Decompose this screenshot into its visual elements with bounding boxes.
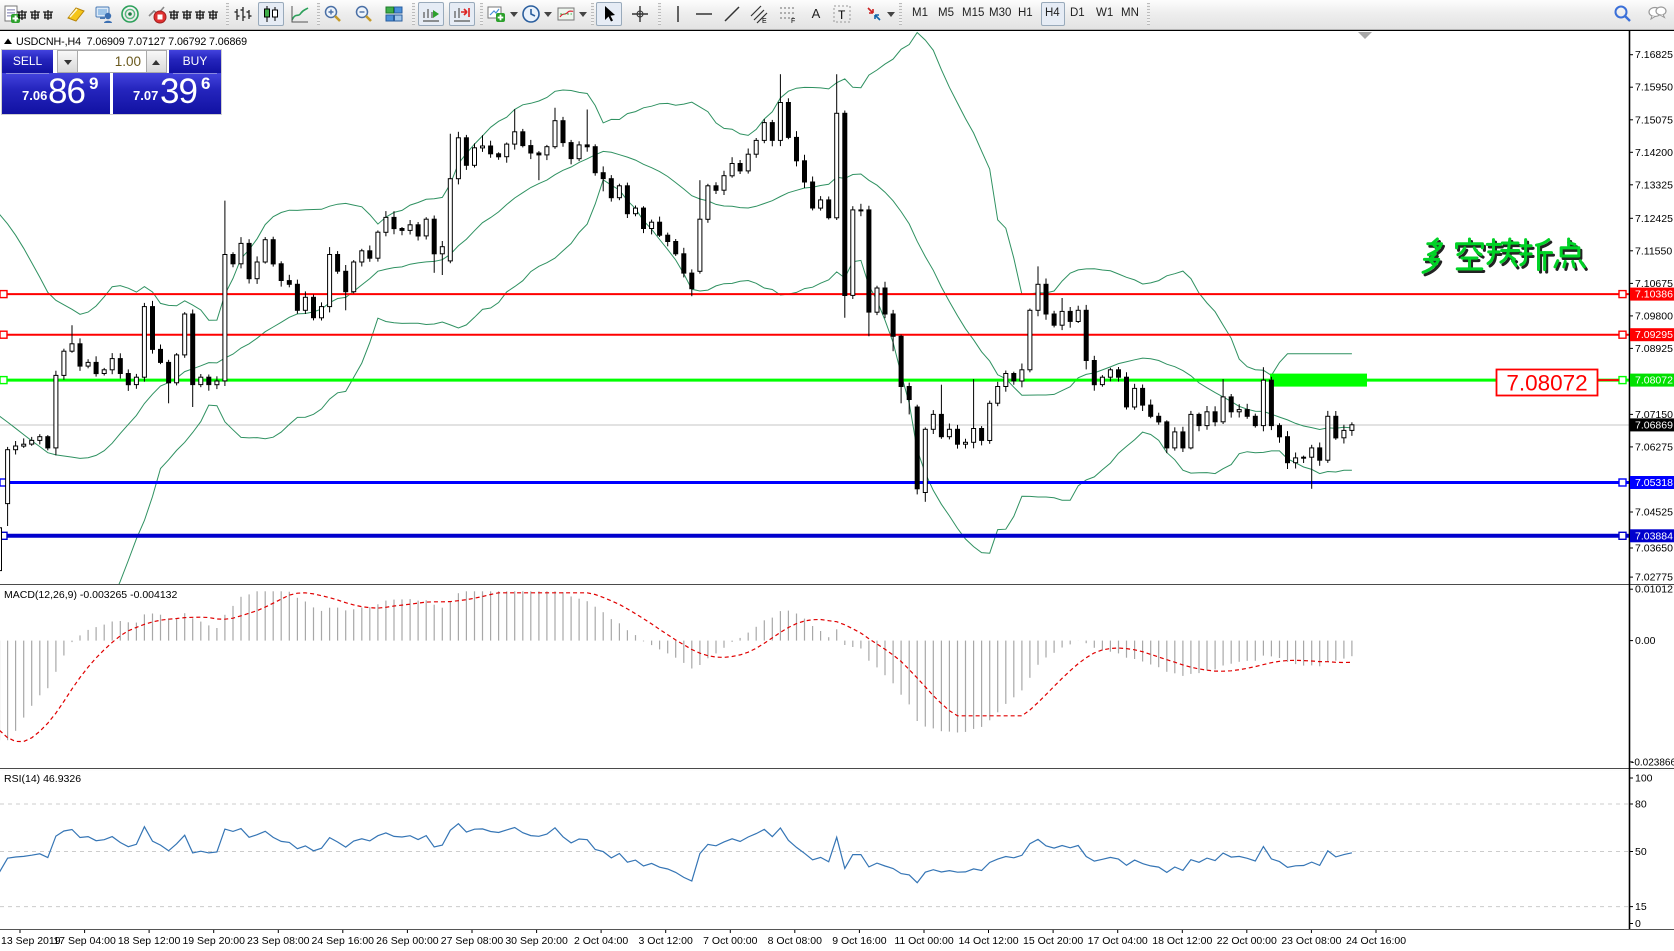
- svg-text:9 Oct 16:00: 9 Oct 16:00: [832, 935, 886, 947]
- svg-text:7.06869: 7.06869: [1635, 419, 1673, 431]
- svg-text:7.13325: 7.13325: [1635, 179, 1673, 191]
- svg-text:24 Sep 16:00: 24 Sep 16:00: [312, 935, 375, 947]
- svg-text:7 Oct 00:00: 7 Oct 00:00: [703, 935, 757, 947]
- svg-text:13 Sep 2019: 13 Sep 2019: [1, 935, 61, 947]
- svg-text:17 Sep 04:00: 17 Sep 04:00: [53, 935, 116, 947]
- svg-text:7.10386: 7.10386: [1635, 289, 1673, 301]
- svg-text:7.08072: 7.08072: [1506, 371, 1587, 396]
- svg-text:7.15075: 7.15075: [1635, 114, 1673, 126]
- svg-text:18 Sep 12:00: 18 Sep 12:00: [118, 935, 181, 947]
- svg-text:30 Sep 20:00: 30 Sep 20:00: [505, 935, 568, 947]
- svg-text:23 Sep 08:00: 23 Sep 08:00: [247, 935, 310, 947]
- svg-text:0.00: 0.00: [1635, 635, 1656, 647]
- svg-text:7.11550: 7.11550: [1635, 245, 1672, 257]
- svg-text:22 Oct 00:00: 22 Oct 00:00: [1217, 935, 1277, 947]
- svg-text:MACD(12,26,9) -0.003265 -0.004: MACD(12,26,9) -0.003265 -0.004132: [4, 589, 178, 601]
- svg-text:80: 80: [1635, 799, 1647, 811]
- svg-text:100: 100: [1635, 773, 1653, 785]
- svg-text:26 Sep 00:00: 26 Sep 00:00: [376, 935, 439, 947]
- svg-text:7.09295: 7.09295: [1635, 329, 1673, 341]
- svg-text:0: 0: [1635, 918, 1641, 930]
- svg-text:7.02775: 7.02775: [1635, 572, 1673, 584]
- svg-text:24 Oct 16:00: 24 Oct 16:00: [1346, 935, 1406, 947]
- svg-text:14 Oct 12:00: 14 Oct 12:00: [958, 935, 1018, 947]
- svg-text:7.15950: 7.15950: [1635, 82, 1673, 94]
- svg-text:17 Oct 04:00: 17 Oct 04:00: [1088, 935, 1148, 947]
- svg-text:RSI(14) 46.9326: RSI(14) 46.9326: [4, 773, 81, 785]
- svg-text:2 Oct 04:00: 2 Oct 04:00: [574, 935, 628, 947]
- svg-text:8 Oct 08:00: 8 Oct 08:00: [768, 935, 822, 947]
- svg-text:7.08925: 7.08925: [1635, 343, 1673, 355]
- svg-text:T: T: [838, 8, 846, 22]
- svg-text:7.05318: 7.05318: [1635, 477, 1673, 489]
- svg-text:23 Oct 08:00: 23 Oct 08:00: [1281, 935, 1341, 947]
- svg-text:F: F: [791, 18, 795, 24]
- svg-text:7.03650: 7.03650: [1635, 543, 1673, 555]
- svg-text:19 Sep 20:00: 19 Sep 20:00: [182, 935, 245, 947]
- svg-text:7.08072: 7.08072: [1635, 375, 1673, 387]
- svg-text:7.09800: 7.09800: [1635, 310, 1673, 322]
- svg-text:7.10675: 7.10675: [1635, 278, 1673, 290]
- svg-text:7.16825: 7.16825: [1635, 49, 1673, 61]
- svg-text:7.14200: 7.14200: [1635, 147, 1673, 159]
- svg-text:7.06275: 7.06275: [1635, 441, 1673, 453]
- svg-text:7.04525: 7.04525: [1635, 507, 1673, 519]
- svg-text:11 Oct 00:00: 11 Oct 00:00: [894, 935, 954, 947]
- svg-text:USDCNH-,H4 7.06909 7.07127 7.: USDCNH-,H4 7.06909 7.07127 7.06792 7.068…: [16, 36, 247, 48]
- svg-text:7.12425: 7.12425: [1635, 213, 1673, 225]
- svg-text:-0.023866: -0.023866: [1631, 757, 1674, 768]
- svg-text:7.07150: 7.07150: [1635, 409, 1673, 421]
- svg-text:50: 50: [1635, 846, 1647, 858]
- svg-text:27 Sep 08:00: 27 Sep 08:00: [441, 935, 504, 947]
- svg-text:15 Oct 20:00: 15 Oct 20:00: [1023, 935, 1083, 947]
- svg-text:15: 15: [1635, 901, 1647, 913]
- svg-text:3 Oct 12:00: 3 Oct 12:00: [639, 935, 693, 947]
- svg-text:0.01012: 0.01012: [1635, 584, 1673, 596]
- svg-text:E: E: [762, 18, 767, 24]
- svg-text:18 Oct 12:00: 18 Oct 12:00: [1152, 935, 1212, 947]
- svg-text:7.03884: 7.03884: [1635, 530, 1673, 542]
